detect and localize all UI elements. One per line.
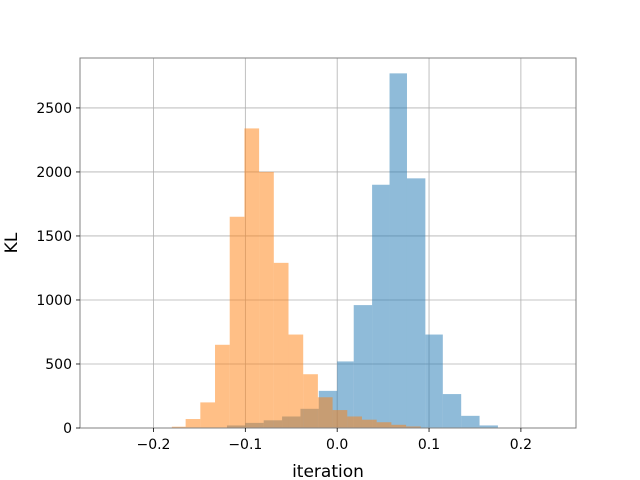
y-axis-label: KL [2,232,22,253]
bar-series-1-bin-3 [215,344,230,428]
bar-series-1-bin-16 [406,426,421,428]
x-tick-label: −0.1 [228,437,262,453]
x-tick-label: 0.2 [510,437,532,453]
histogram-bars [171,73,498,429]
bar-series-0-bin-7 [353,305,373,428]
bar-series-1-bin-0 [171,426,186,428]
y-tick-label: 1000 [36,293,72,309]
bar-series-1-bin-2 [200,402,216,428]
bar-series-1-bin-15 [391,424,407,428]
bar-series-1-bin-11 [332,410,348,428]
y-tick-label: 1500 [36,229,72,245]
bar-series-1-bin-12 [347,416,362,428]
bar-series-0-bin-12 [442,394,462,428]
bar-series-1-bin-14 [376,422,392,428]
y-tick-label: 2000 [36,165,72,181]
bar-series-1-bin-5 [244,128,260,428]
bar-series-0-bin-9 [389,73,407,429]
bar-series-1-bin-7 [273,262,289,428]
bar-series-0-bin-10 [406,178,426,428]
bar-series-1-bin-10 [317,397,333,428]
bar-series-0-bin-14 [479,425,498,428]
bar-series-1-bin-6 [259,171,274,428]
x-tick-label: 0.1 [418,437,440,453]
bar-series-1-bin-8 [288,334,304,428]
bar-series-0-bin-11 [425,334,443,428]
x-axis-ticks: −0.2 −0.1 0.0 0.1 0.2 [136,428,532,453]
bar-series-0-bin-13 [461,415,480,428]
grid-lines [80,58,576,429]
bar-series-1-bin-13 [361,419,377,428]
x-axis-label: iteration [292,462,364,480]
x-tick-label: −0.2 [136,437,170,453]
y-axis-ticks: 0 500 1000 1500 2000 2500 [36,101,80,437]
bar-series-1-bin-1 [185,419,201,428]
plot-frame [79,57,577,429]
y-tick-label: 2500 [36,101,72,117]
bar-series-0-bin-8 [372,184,390,428]
x-tick-label: 0.0 [326,437,348,453]
bar-series-1-bin-4 [229,216,245,428]
y-tick-label: 0 [63,421,72,437]
bar-series-1-bin-9 [303,374,318,428]
y-tick-label: 500 [45,357,72,373]
